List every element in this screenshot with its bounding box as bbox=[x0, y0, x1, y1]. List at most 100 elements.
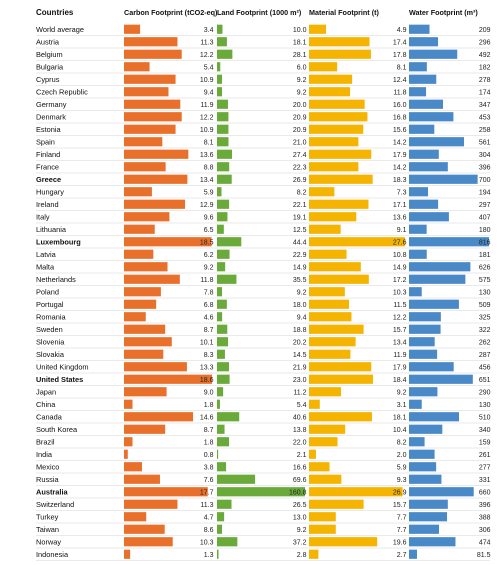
value-label-carbon: 9.0 bbox=[204, 390, 214, 397]
value-label-water: 325 bbox=[479, 315, 491, 322]
country-label: World average bbox=[36, 25, 84, 34]
country-label: Canada bbox=[36, 413, 63, 422]
bar-material bbox=[309, 174, 373, 184]
value-label-water: 453 bbox=[479, 115, 491, 122]
value-label-land: 20.9 bbox=[293, 115, 307, 122]
value-label-material: 15.7 bbox=[393, 327, 407, 334]
country-label: France bbox=[36, 163, 59, 172]
bar-carbon bbox=[124, 362, 187, 372]
header-carbon: Carbon Footprint (tCO2-eq) bbox=[124, 8, 218, 17]
country-label: Hungary bbox=[36, 188, 64, 197]
bar-land bbox=[217, 424, 225, 434]
value-label-land: 21.0 bbox=[293, 140, 307, 147]
bar-carbon bbox=[124, 212, 170, 222]
value-label-material: 17.4 bbox=[393, 40, 407, 47]
bar-land bbox=[217, 24, 223, 34]
bar-material bbox=[309, 412, 372, 422]
value-label-carbon: 4.7 bbox=[204, 515, 214, 522]
bar-water bbox=[409, 299, 459, 309]
value-label-carbon: 12.9 bbox=[200, 202, 214, 209]
value-label-water: 626 bbox=[479, 265, 491, 272]
value-label-material: 11.5 bbox=[393, 302, 406, 309]
bar-water bbox=[409, 187, 429, 197]
value-label-material: 10.3 bbox=[393, 290, 407, 297]
bar-water bbox=[409, 262, 471, 272]
header-water: Water Footprint (m³) bbox=[409, 8, 478, 17]
bar-land bbox=[217, 37, 227, 47]
value-label-water: 278 bbox=[479, 77, 491, 84]
bar-material bbox=[309, 99, 365, 109]
bar-material bbox=[309, 424, 346, 434]
country-label: Slovenia bbox=[36, 338, 65, 347]
value-label-land: 20.9 bbox=[293, 127, 307, 134]
bar-land bbox=[217, 524, 223, 534]
value-label-water: 194 bbox=[479, 190, 491, 197]
country-label: Australia bbox=[36, 488, 69, 497]
value-label-carbon: 9.6 bbox=[204, 215, 214, 222]
bar-water bbox=[409, 549, 417, 559]
bar-water bbox=[409, 112, 454, 122]
bar-land bbox=[217, 462, 227, 472]
value-label-material: 17.1 bbox=[393, 202, 407, 209]
country-label: Austria bbox=[36, 38, 60, 47]
value-label-water: 474 bbox=[479, 540, 491, 547]
bar-material bbox=[309, 62, 338, 72]
value-label-land: 22.9 bbox=[293, 252, 307, 259]
bar-carbon bbox=[124, 512, 147, 522]
value-label-carbon: 10.1 bbox=[200, 340, 214, 347]
bar-carbon bbox=[124, 412, 194, 422]
bar-carbon bbox=[124, 374, 212, 384]
value-label-carbon: 9.4 bbox=[204, 90, 214, 97]
bar-land bbox=[217, 387, 224, 397]
value-label-land: 9.2 bbox=[297, 290, 307, 297]
value-label-carbon: 1.8 bbox=[204, 440, 214, 447]
bar-carbon bbox=[124, 199, 186, 209]
row-separators bbox=[36, 35, 490, 561]
value-label-water: 287 bbox=[479, 352, 491, 359]
value-label-carbon: 1.3 bbox=[204, 552, 214, 559]
bar-land bbox=[217, 62, 221, 72]
value-label-land: 22.3 bbox=[293, 165, 307, 172]
bar-land bbox=[217, 374, 230, 384]
country-label: Greece bbox=[36, 175, 61, 184]
bar-carbon bbox=[124, 49, 182, 59]
bar-water bbox=[409, 24, 430, 34]
bar-water bbox=[409, 487, 474, 497]
country-label: Italy bbox=[36, 213, 50, 222]
value-label-material: 8.1 bbox=[397, 65, 407, 72]
bar-water bbox=[409, 287, 422, 297]
value-label-material: 17.2 bbox=[393, 277, 407, 284]
value-label-carbon: 5.4 bbox=[204, 65, 214, 72]
bar-land bbox=[217, 187, 222, 197]
bar-land bbox=[217, 537, 238, 547]
bar-carbon bbox=[124, 62, 150, 72]
value-label-carbon: 11.3 bbox=[200, 40, 213, 47]
value-label-water: 181 bbox=[479, 252, 491, 259]
bar-carbon bbox=[124, 462, 142, 472]
bar-water bbox=[409, 137, 464, 147]
bar-material bbox=[309, 324, 364, 334]
bar-land bbox=[217, 499, 232, 509]
bar-material bbox=[309, 462, 330, 472]
bar-land bbox=[217, 349, 225, 359]
country-label: Belgium bbox=[36, 50, 63, 59]
value-label-material: 2.0 bbox=[397, 452, 407, 459]
value-label-water: 81.5 bbox=[477, 552, 491, 559]
country-label: Cyprus bbox=[36, 75, 60, 84]
country-label: Portugal bbox=[36, 300, 64, 309]
value-label-land: 9.2 bbox=[297, 77, 307, 84]
bar-water bbox=[409, 74, 437, 84]
value-label-material: 26.9 bbox=[393, 490, 407, 497]
value-label-carbon: 8.7 bbox=[204, 427, 214, 434]
bar-water bbox=[409, 99, 444, 109]
value-label-water: 296 bbox=[479, 40, 491, 47]
bar-water bbox=[409, 424, 443, 434]
bar-water bbox=[409, 199, 439, 209]
value-label-water: 388 bbox=[479, 515, 491, 522]
value-label-material: 8.2 bbox=[397, 440, 407, 447]
value-label-carbon: 7.6 bbox=[204, 477, 214, 484]
value-label-carbon: 11.9 bbox=[200, 102, 213, 109]
value-label-land: 2.8 bbox=[297, 552, 307, 559]
bar-land bbox=[217, 74, 223, 84]
bar-material bbox=[309, 162, 359, 172]
